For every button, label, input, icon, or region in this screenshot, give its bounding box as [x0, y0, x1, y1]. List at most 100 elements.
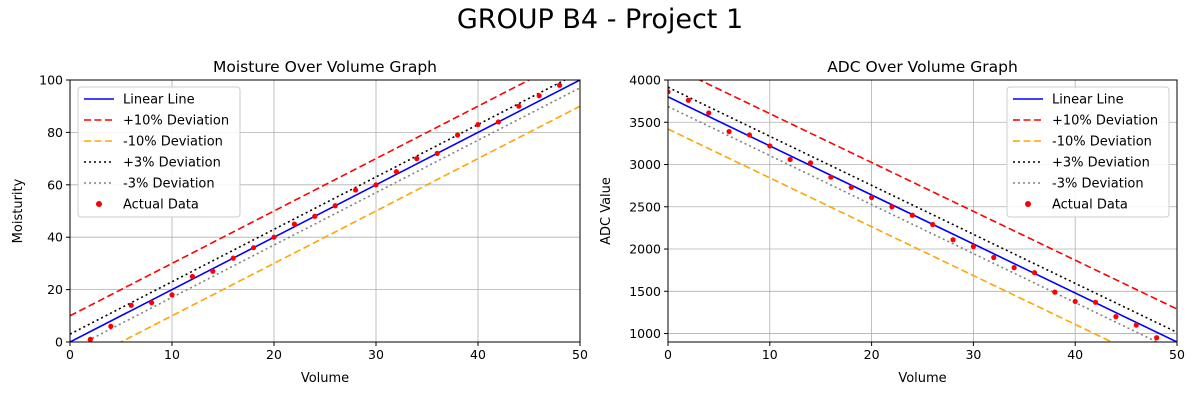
data-point — [950, 237, 956, 243]
legend-swatch — [96, 201, 102, 207]
data-point — [889, 204, 895, 210]
data-point — [414, 156, 420, 162]
x-tick-label: 30 — [368, 347, 384, 362]
legend: Linear Line +10% Deviation -10% Deviation +… — [77, 86, 241, 218]
y-tick-label: 2500 — [629, 199, 661, 214]
y-tick-label: 0 — [55, 335, 63, 350]
data-point — [909, 212, 915, 218]
x-tick-label: 50 — [1169, 347, 1185, 362]
y-tick-label: 3500 — [629, 115, 661, 130]
y-tick-label: 4000 — [629, 73, 661, 88]
data-point — [1052, 289, 1058, 295]
series-line — [70, 80, 531, 317]
x-axis-label: Volume — [898, 371, 946, 386]
series-line — [70, 80, 567, 335]
x-tick-label: 30 — [965, 347, 981, 362]
y-tick-label: 1500 — [629, 284, 661, 299]
data-point — [668, 89, 671, 95]
plot-area — [70, 80, 580, 342]
data-point — [557, 82, 563, 88]
data-point — [685, 97, 691, 103]
data-point — [848, 184, 854, 190]
data-point — [251, 245, 257, 251]
data-point — [495, 119, 501, 125]
legend-box — [1006, 86, 1170, 218]
legend-label: -10% Deviation — [1052, 135, 1152, 150]
data-point — [169, 292, 175, 298]
data-point — [767, 143, 773, 149]
data-point — [726, 128, 732, 135]
data-point — [149, 300, 155, 306]
data-point — [108, 323, 114, 329]
y-tick-label: 1000 — [629, 326, 661, 341]
y-tick-label: 20 — [47, 282, 63, 297]
legend-box — [77, 86, 241, 218]
data-point — [128, 302, 134, 308]
data-point — [353, 187, 359, 193]
data-point — [189, 273, 195, 280]
series-line — [83, 87, 580, 342]
x-tick-label: 40 — [470, 347, 486, 362]
x-tick-label: 20 — [266, 347, 282, 362]
data-point — [787, 156, 793, 163]
data-point — [87, 336, 93, 342]
x-tick-label: 40 — [1067, 347, 1083, 362]
legend-label: -3% Deviation — [1052, 177, 1144, 192]
y-tick-label: 60 — [47, 177, 63, 192]
series-line — [668, 86, 1177, 334]
data-point — [393, 169, 399, 175]
x-tick-label: 0 — [664, 347, 672, 362]
data-point — [271, 234, 277, 240]
data-point — [475, 121, 481, 128]
data-point — [1031, 270, 1038, 276]
legend-label: Linear Line — [123, 93, 195, 108]
x-tick-label: 50 — [572, 347, 588, 362]
data-point — [746, 132, 753, 138]
series-line — [668, 105, 1159, 342]
data-point — [1011, 265, 1017, 271]
y-tick-label: 40 — [47, 230, 63, 245]
data-point — [516, 103, 522, 109]
data-point — [373, 182, 379, 188]
axes-frame — [667, 79, 1178, 343]
legend-label: Linear Line — [1052, 93, 1124, 108]
y-tick-label: 80 — [47, 125, 63, 140]
legend: Linear Line +10% Deviation -10% Deviation +… — [1006, 86, 1170, 218]
axes-frame — [69, 79, 581, 343]
plot-area — [668, 80, 1177, 342]
series-line — [119, 105, 580, 342]
x-tick-label: 10 — [164, 347, 180, 362]
series-line — [70, 80, 580, 342]
data-point — [1154, 335, 1160, 341]
x-tick-label: 20 — [864, 347, 880, 362]
y-axis-label: ADC Value — [599, 177, 614, 245]
data-point — [869, 194, 875, 201]
chart-2: 0 10 20 30 40 50 1000 1500 2000 2500 3000 3500 4000 A… — [599, 58, 1185, 386]
legend-label: -3% Deviation — [123, 177, 215, 192]
chart-title: Moisture Over Volume Graph — [213, 58, 437, 76]
y-tick-label: 100 — [39, 73, 63, 88]
data-point — [455, 132, 461, 138]
legend-label: +10% Deviation — [123, 114, 229, 129]
data-point — [332, 203, 338, 209]
data-point — [434, 150, 440, 156]
legend-label: Actual Data — [123, 198, 199, 213]
data-point — [291, 221, 297, 227]
chart-title: ADC Over Volume Graph — [827, 58, 1018, 76]
legend-label: Actual Data — [1052, 198, 1128, 213]
legend-label: +10% Deviation — [1052, 114, 1158, 129]
data-point — [312, 213, 318, 219]
data-point — [1072, 298, 1078, 305]
x-axis-label: Volume — [301, 371, 349, 386]
data-point — [536, 93, 542, 99]
data-point — [828, 174, 834, 180]
data-point — [991, 254, 997, 261]
legend-label: -10% Deviation — [123, 135, 223, 150]
data-point — [930, 221, 936, 228]
data-point — [706, 110, 712, 116]
chart-1: 0 10 20 30 40 50 0 20 40 60 80 100 Moisture Over Vol… — [11, 58, 588, 386]
series-line — [668, 96, 1177, 342]
data-point — [970, 243, 977, 250]
data-point — [807, 160, 814, 166]
